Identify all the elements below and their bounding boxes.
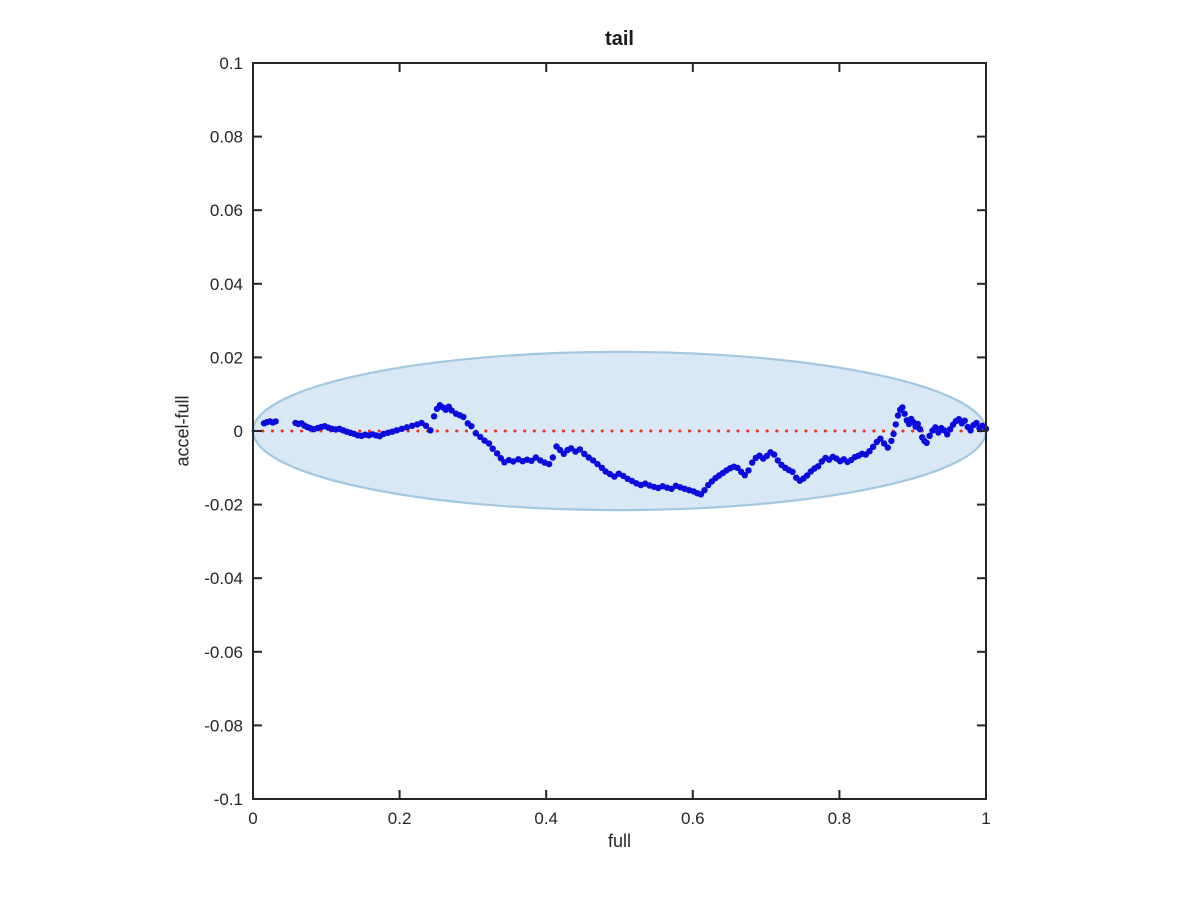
data-point <box>493 450 501 457</box>
data-point <box>510 458 517 465</box>
data-point <box>403 424 411 431</box>
data-point <box>485 440 493 447</box>
y-tick-label: 0.08 <box>210 128 243 147</box>
data-point <box>961 417 968 424</box>
data-point <box>926 432 933 439</box>
data-point <box>581 450 588 457</box>
x-tick-label: 0.4 <box>534 809 558 828</box>
data-point <box>899 404 906 411</box>
y-tick-label: 0.02 <box>210 348 243 367</box>
data-point <box>430 413 438 420</box>
data-point <box>393 427 400 434</box>
data-point <box>894 412 902 419</box>
data-point <box>528 457 535 464</box>
data-point <box>880 440 888 447</box>
data-point <box>701 487 708 494</box>
x-tick-label: 0.8 <box>828 809 852 828</box>
y-tick-label: -0.08 <box>204 716 243 735</box>
data-point <box>814 463 822 470</box>
y-tick-label: 0 <box>234 422 243 441</box>
data-point <box>567 445 575 452</box>
data-point <box>589 457 597 464</box>
data-point <box>545 460 553 468</box>
data-point <box>932 424 939 431</box>
data-point <box>422 422 430 429</box>
data-point <box>489 445 496 452</box>
data-point <box>967 427 974 434</box>
y-tick-label: -0.1 <box>214 790 243 809</box>
data-point <box>472 430 479 437</box>
data-point <box>914 420 921 428</box>
data-point <box>576 446 584 453</box>
y-tick-label: -0.04 <box>204 569 243 588</box>
data-point <box>477 433 484 441</box>
x-tick-label: 0.2 <box>388 809 412 828</box>
tick-marks <box>252 62 987 800</box>
y-tick-label: 0.06 <box>210 201 243 220</box>
data-point <box>448 407 455 414</box>
data-point <box>408 422 416 429</box>
x-tick-label: 1 <box>981 809 990 828</box>
y-tick-label: 0.04 <box>210 275 243 294</box>
data-point <box>468 423 475 430</box>
data-point <box>460 413 467 421</box>
data-point <box>877 435 884 442</box>
data-point <box>497 455 504 462</box>
data-point <box>774 457 781 464</box>
y-tick-label: -0.06 <box>204 643 243 662</box>
data-point <box>866 448 873 455</box>
y-tick-label: -0.02 <box>204 496 243 515</box>
data-point <box>789 468 796 475</box>
data-point <box>749 459 756 466</box>
data-point <box>884 444 891 451</box>
x-tick-label: 0.6 <box>681 809 705 828</box>
data-point <box>549 454 556 461</box>
data-point <box>944 431 951 438</box>
data-point <box>890 430 897 438</box>
data-point <box>594 460 601 468</box>
y-tick-label: 0.1 <box>219 54 243 73</box>
data-point <box>901 410 908 417</box>
scatter-points <box>260 402 990 498</box>
confidence-ellipse <box>251 350 988 512</box>
data-point <box>398 425 405 432</box>
data-point <box>869 443 877 450</box>
data-point <box>771 451 778 458</box>
x-axis-label: full <box>607 831 631 851</box>
data-point <box>745 467 752 474</box>
data-point <box>427 427 434 434</box>
data-point <box>973 419 980 427</box>
data-point <box>741 472 748 479</box>
data-point <box>923 439 930 446</box>
x-tick-label: 0 <box>248 809 257 828</box>
chart-title: tail <box>605 28 634 50</box>
data-point <box>916 426 924 433</box>
data-point <box>888 437 895 445</box>
data-point <box>272 418 279 425</box>
data-point <box>892 421 899 428</box>
data-point <box>697 491 705 498</box>
